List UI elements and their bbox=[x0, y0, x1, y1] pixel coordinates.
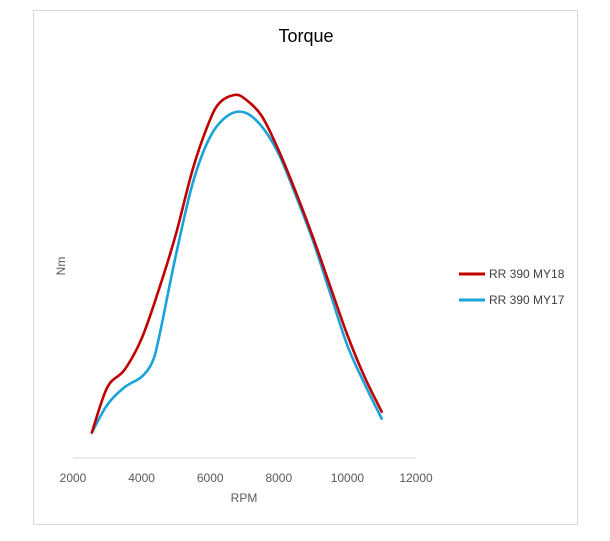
legend-label: RR 390 MY18 bbox=[489, 267, 565, 281]
series-line-rr-390-my17 bbox=[90, 110, 383, 434]
plot-series bbox=[90, 93, 383, 434]
legend-entry: RR 390 MY18 bbox=[459, 267, 565, 281]
legend-label: RR 390 MY17 bbox=[489, 293, 565, 307]
chart-frame: Torque Nm RPM 2000 4000 6000 8000 10000 12000… bbox=[33, 10, 578, 525]
x-tick-label: 10000 bbox=[331, 471, 365, 485]
series-line-rr-390-my18 bbox=[90, 93, 383, 434]
chart-title: Torque bbox=[278, 26, 333, 46]
x-tick-label: 4000 bbox=[128, 471, 155, 485]
torque-chart: Torque Nm RPM 2000 4000 6000 8000 10000 12000… bbox=[54, 26, 565, 505]
y-axis-title: Nm bbox=[54, 257, 68, 276]
x-tick-labels: 2000 4000 6000 8000 10000 12000 bbox=[60, 471, 433, 485]
legend: RR 390 MY18 RR 390 MY17 bbox=[459, 267, 565, 307]
x-axis-title: RPM bbox=[231, 491, 258, 505]
legend-entry: RR 390 MY17 bbox=[459, 293, 565, 307]
x-tick-label: 2000 bbox=[60, 471, 87, 485]
x-tick-label: 12000 bbox=[399, 471, 433, 485]
x-tick-label: 6000 bbox=[197, 471, 224, 485]
x-tick-label: 8000 bbox=[265, 471, 292, 485]
